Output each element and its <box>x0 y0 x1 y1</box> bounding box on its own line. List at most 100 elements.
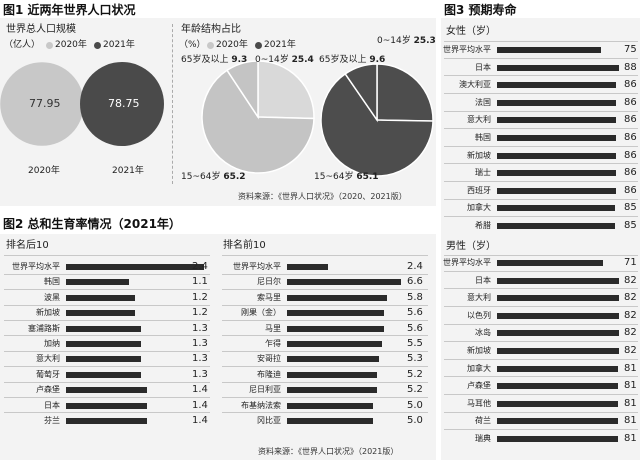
row-separator <box>4 396 210 398</box>
bar-label: 尼日利亚 <box>249 385 281 395</box>
bar-value: 81 <box>624 380 637 392</box>
bar-label: 意大利 <box>467 115 491 125</box>
bar-value: 5.6 <box>407 322 423 334</box>
bar-label: 芬兰 <box>44 416 60 425</box>
row-separator <box>4 335 210 337</box>
bar <box>497 383 618 390</box>
bar-value: 85 <box>624 202 637 214</box>
bar-value: 1.4 <box>192 415 208 426</box>
bar <box>497 223 615 229</box>
bar-value: 86 <box>624 167 637 179</box>
bar-value: 5.6 <box>407 307 423 319</box>
age-title: 年龄结构占比 <box>181 24 241 35</box>
row-separator <box>222 335 428 337</box>
bar-value: 1.3 <box>192 338 208 349</box>
bar-value: 86 <box>624 132 637 143</box>
bar <box>66 325 141 332</box>
bar <box>287 356 379 363</box>
bar-label: 澳大利亚 <box>459 80 491 90</box>
bar-label: 波黑 <box>44 292 60 302</box>
row-separator <box>222 381 428 383</box>
male-title: 男性（岁） <box>446 241 496 252</box>
pie2020-slice-1 <box>201 69 315 174</box>
age-legend-label-2021: 2021年 <box>264 40 296 50</box>
bar-label: 世界平均水平 <box>443 45 491 54</box>
age-legend-marker-2020 <box>207 42 214 49</box>
bar <box>287 418 374 424</box>
bar-label: 日本 <box>475 275 491 285</box>
legend-marker-2020 <box>46 42 53 49</box>
row-separator <box>444 270 638 272</box>
row-separator <box>222 412 428 414</box>
row-separator <box>444 323 638 325</box>
fig1-title: 图1 近两年世界人口状况 <box>3 3 136 17</box>
bar <box>497 64 619 71</box>
bar-value: 1.4 <box>192 399 208 411</box>
pie2021-slice-1 <box>320 72 434 177</box>
bar <box>497 47 601 53</box>
row-separator <box>444 429 638 431</box>
row-separator <box>444 306 638 307</box>
bar-value: 86 <box>624 149 637 161</box>
pie2020-slice-2 <box>226 60 259 120</box>
bar-value: 5.3 <box>407 353 423 365</box>
row-separator <box>444 181 638 182</box>
fig2-source: 资料来源：《世界人口状况》（2021版） <box>258 447 399 456</box>
bar <box>497 170 617 177</box>
bar-label: 瑞士 <box>475 168 491 178</box>
pie2021-label-65plus: 65岁及以上 9.6 <box>319 55 386 65</box>
top10-rule <box>222 255 428 256</box>
bar-value: 86 <box>624 114 637 126</box>
bar-value: 82 <box>624 327 637 339</box>
bar <box>497 348 619 354</box>
row-separator <box>4 289 210 291</box>
row-separator <box>222 319 428 321</box>
bar <box>66 402 147 409</box>
bar-label: 新加坡 <box>467 346 491 355</box>
bar-value: 1.4 <box>192 384 208 396</box>
bar-label: 加纳 <box>44 339 60 348</box>
bubble-value-2021: 78.75 <box>108 97 140 110</box>
bar <box>66 356 141 363</box>
bar-label: 葡萄牙 <box>36 369 60 379</box>
row-separator <box>222 396 428 398</box>
bar-label: 塞浦路斯 <box>28 323 60 333</box>
row-separator <box>444 128 638 130</box>
row-separator <box>444 358 638 360</box>
fig3-title: 图3 预期寿命 <box>444 3 517 17</box>
bar <box>497 260 603 266</box>
bar-value: 1.3 <box>192 322 208 334</box>
bar-label: 新加坡 <box>467 150 491 160</box>
pie2021-label-0-14: 0~14岁 25.3 <box>377 36 436 46</box>
male-rule <box>444 255 638 256</box>
bar-value: 81 <box>624 397 637 409</box>
bar-label: 布基纳法索 <box>241 400 281 410</box>
bar-value: 6.6 <box>407 276 423 288</box>
row-separator <box>4 366 210 368</box>
bar-label: 安哥拉 <box>257 354 281 364</box>
bar-value: 82 <box>624 309 637 321</box>
bar-label: 以色列 <box>467 310 491 320</box>
row-separator <box>4 273 210 275</box>
bar <box>497 330 619 337</box>
bubble-2021年 <box>80 62 164 146</box>
bar <box>287 294 388 301</box>
bar <box>497 418 618 425</box>
bubble-year-2021: 2021年 <box>112 166 144 176</box>
bar-value: 81 <box>624 415 637 427</box>
bar <box>497 99 617 106</box>
bar <box>66 264 204 270</box>
bar-label: 世界平均水平 <box>233 262 281 271</box>
row-separator <box>222 273 428 275</box>
fig1-divider <box>172 24 173 184</box>
bar <box>497 436 618 442</box>
bar <box>66 387 147 394</box>
bar-label: 加拿大 <box>467 363 491 373</box>
row-separator <box>4 304 210 306</box>
bar <box>497 205 615 212</box>
bar-label: 法国 <box>475 97 491 107</box>
row-separator <box>444 411 638 413</box>
bar-value: 1.3 <box>192 353 208 365</box>
bar-label: 索马里 <box>257 292 281 302</box>
bar <box>497 117 617 124</box>
